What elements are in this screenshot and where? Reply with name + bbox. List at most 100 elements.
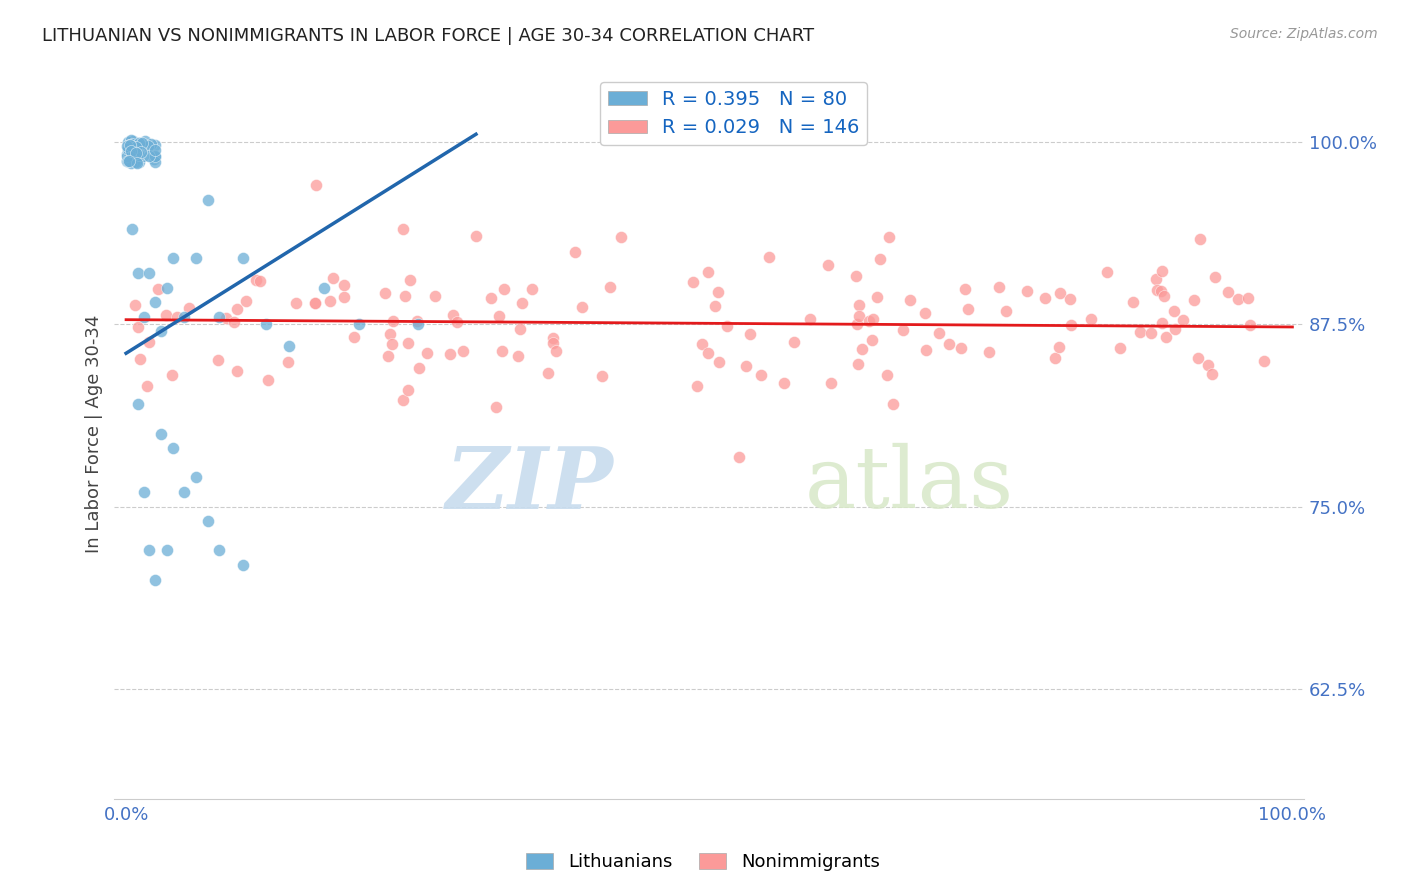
Point <box>232 558 254 572</box>
Point <box>1049 286 1071 301</box>
Point <box>128 136 150 151</box>
Point <box>915 343 938 357</box>
Point <box>117 152 139 166</box>
Point <box>396 336 419 351</box>
Point <box>571 301 593 315</box>
Point <box>118 150 141 164</box>
Point <box>138 149 160 163</box>
Point <box>1109 341 1132 355</box>
Point <box>343 330 366 344</box>
Point <box>136 379 159 393</box>
Point <box>541 331 564 345</box>
Point <box>851 342 873 356</box>
Text: Source: ZipAtlas.com: Source: ZipAtlas.com <box>1230 27 1378 41</box>
Point <box>599 279 621 293</box>
Point <box>184 252 207 266</box>
Point <box>938 337 960 351</box>
Point <box>136 139 159 153</box>
Point <box>143 155 166 169</box>
Point <box>131 136 153 150</box>
Point <box>117 143 139 157</box>
Point <box>319 293 342 308</box>
Point <box>118 148 141 162</box>
Point <box>380 326 402 341</box>
Point <box>1204 269 1226 284</box>
Point <box>955 282 977 296</box>
Point <box>520 282 543 296</box>
Text: 0.0%: 0.0% <box>104 805 149 824</box>
Point <box>120 138 142 153</box>
Point <box>405 314 427 328</box>
Point <box>1033 291 1056 305</box>
Point <box>127 156 149 170</box>
Point <box>128 136 150 150</box>
Point <box>120 156 142 170</box>
Point <box>950 341 973 355</box>
Point <box>1122 294 1144 309</box>
Point <box>1253 353 1275 368</box>
Point <box>138 266 160 280</box>
Point <box>1043 351 1066 365</box>
Point <box>446 315 468 329</box>
Point <box>162 441 184 455</box>
Point <box>162 252 184 266</box>
Point <box>869 252 891 267</box>
Point <box>1201 367 1223 381</box>
Point <box>1154 330 1177 344</box>
Point <box>138 543 160 558</box>
Point <box>1128 326 1150 340</box>
Point <box>1164 322 1187 336</box>
Text: 100.0%: 100.0% <box>1258 805 1326 824</box>
Point <box>451 343 474 358</box>
Point <box>225 364 247 378</box>
Point <box>285 296 308 310</box>
Point <box>860 333 883 347</box>
Point <box>772 376 794 390</box>
Point <box>1153 289 1175 303</box>
Point <box>845 269 868 284</box>
Text: LITHUANIAN VS NONIMMIGRANTS IN LABOR FORCE | AGE 30-34 CORRELATION CHART: LITHUANIAN VS NONIMMIGRANTS IN LABOR FOR… <box>42 27 814 45</box>
Point <box>408 361 430 376</box>
Point <box>716 319 738 334</box>
Point <box>1080 312 1102 326</box>
Point <box>254 317 277 331</box>
Point <box>704 299 727 313</box>
Point <box>349 317 371 331</box>
Point <box>879 230 901 244</box>
Point <box>1171 313 1194 327</box>
Point <box>304 296 326 310</box>
Point <box>134 135 156 149</box>
Point <box>173 485 195 500</box>
Point <box>1060 318 1083 332</box>
Point <box>208 310 231 324</box>
Point <box>156 543 179 558</box>
Point <box>184 470 207 484</box>
Text: atlas: atlas <box>804 443 1014 526</box>
Point <box>197 193 219 207</box>
Point <box>256 373 278 387</box>
Legend: R = 0.395   N = 80, R = 0.029   N = 146: R = 0.395 N = 80, R = 0.029 N = 146 <box>600 82 868 145</box>
Point <box>1059 292 1081 306</box>
Point <box>898 293 921 307</box>
Point <box>862 312 884 326</box>
Point <box>928 326 950 340</box>
Point <box>115 147 138 161</box>
Point <box>381 314 404 328</box>
Point <box>749 368 772 382</box>
Point <box>399 272 422 286</box>
Point <box>510 296 533 310</box>
Point <box>406 317 429 331</box>
Point <box>304 178 326 193</box>
Point <box>381 337 404 351</box>
Point <box>128 148 150 162</box>
Point <box>117 153 139 168</box>
Point <box>143 295 166 310</box>
Point <box>125 154 148 169</box>
Point <box>1150 284 1173 298</box>
Point <box>118 142 141 156</box>
Point <box>1187 351 1209 365</box>
Point <box>122 145 145 160</box>
Point <box>118 144 141 158</box>
Point <box>120 139 142 153</box>
Point <box>690 336 713 351</box>
